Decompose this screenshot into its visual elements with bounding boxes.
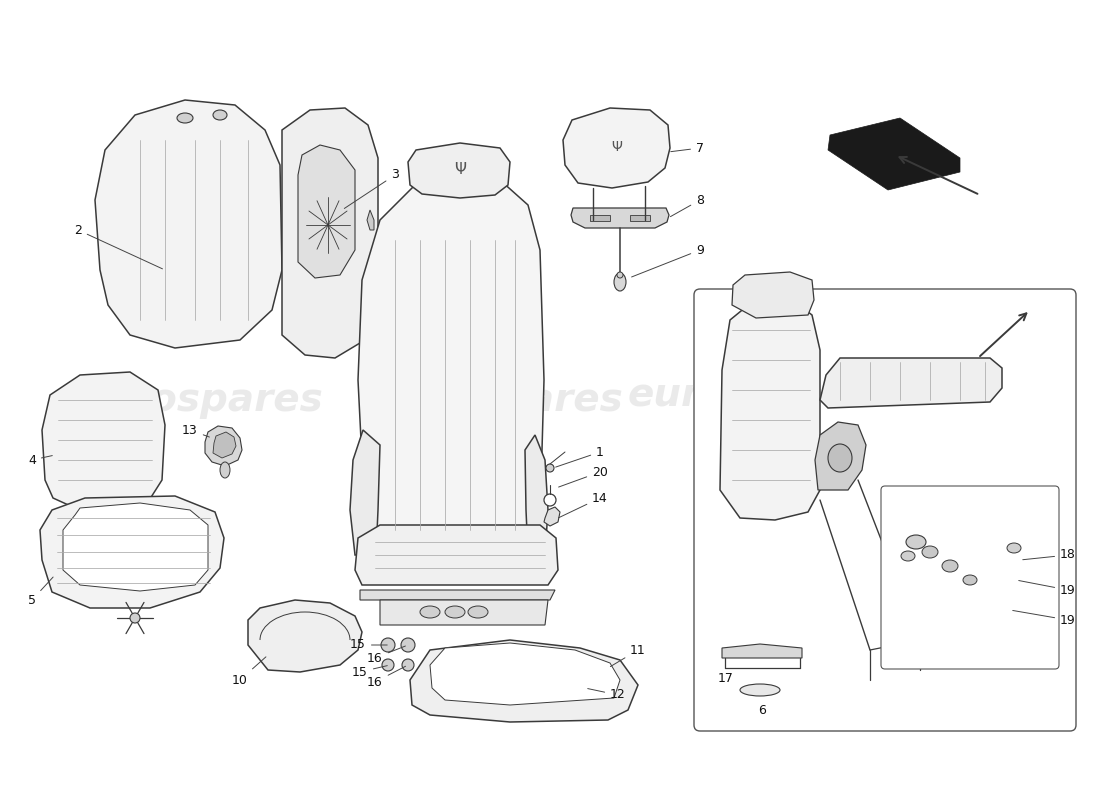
Ellipse shape bbox=[382, 659, 394, 671]
Ellipse shape bbox=[213, 110, 227, 120]
Polygon shape bbox=[358, 172, 544, 560]
Polygon shape bbox=[282, 108, 378, 358]
Polygon shape bbox=[430, 643, 620, 705]
Ellipse shape bbox=[420, 606, 440, 618]
Polygon shape bbox=[248, 600, 362, 672]
Polygon shape bbox=[350, 430, 380, 555]
Polygon shape bbox=[525, 435, 548, 555]
Polygon shape bbox=[298, 145, 355, 278]
Polygon shape bbox=[213, 432, 236, 458]
Polygon shape bbox=[355, 525, 558, 585]
Text: 16: 16 bbox=[367, 666, 406, 689]
Ellipse shape bbox=[546, 464, 554, 472]
Text: 13: 13 bbox=[183, 423, 209, 437]
Ellipse shape bbox=[901, 551, 915, 561]
Text: 15: 15 bbox=[350, 638, 387, 651]
Polygon shape bbox=[95, 100, 282, 348]
Ellipse shape bbox=[402, 638, 415, 652]
FancyBboxPatch shape bbox=[881, 486, 1059, 669]
Ellipse shape bbox=[942, 560, 958, 572]
Polygon shape bbox=[815, 422, 866, 490]
Text: 4: 4 bbox=[29, 454, 53, 466]
Text: eurospares: eurospares bbox=[77, 381, 323, 419]
Text: 7: 7 bbox=[671, 142, 704, 154]
Polygon shape bbox=[40, 496, 224, 608]
Text: 20: 20 bbox=[559, 466, 608, 487]
Polygon shape bbox=[563, 108, 670, 188]
Polygon shape bbox=[720, 298, 820, 520]
FancyBboxPatch shape bbox=[694, 289, 1076, 731]
Text: 19: 19 bbox=[1013, 610, 1076, 626]
Text: eurospares: eurospares bbox=[377, 381, 623, 419]
Ellipse shape bbox=[906, 535, 926, 549]
Text: 11: 11 bbox=[610, 643, 646, 666]
Polygon shape bbox=[205, 426, 242, 466]
Polygon shape bbox=[590, 215, 610, 221]
Text: 19: 19 bbox=[1019, 581, 1076, 597]
Text: 10: 10 bbox=[232, 657, 266, 686]
Text: 17: 17 bbox=[718, 671, 734, 685]
Polygon shape bbox=[367, 210, 374, 230]
Ellipse shape bbox=[177, 113, 192, 123]
Polygon shape bbox=[828, 118, 960, 190]
Text: 15: 15 bbox=[352, 666, 387, 678]
Polygon shape bbox=[63, 503, 208, 591]
Text: eurospares: eurospares bbox=[627, 376, 873, 414]
Polygon shape bbox=[42, 372, 165, 510]
Ellipse shape bbox=[402, 659, 414, 671]
Text: 16: 16 bbox=[367, 646, 406, 665]
Polygon shape bbox=[360, 590, 556, 600]
Ellipse shape bbox=[740, 684, 780, 696]
Text: 12: 12 bbox=[587, 689, 626, 702]
Text: 5: 5 bbox=[28, 577, 53, 606]
Ellipse shape bbox=[922, 546, 938, 558]
Text: 18: 18 bbox=[1023, 549, 1076, 562]
Ellipse shape bbox=[828, 444, 852, 472]
Polygon shape bbox=[571, 208, 669, 228]
Polygon shape bbox=[732, 272, 814, 318]
Ellipse shape bbox=[962, 575, 977, 585]
Text: 3: 3 bbox=[344, 169, 399, 209]
Text: 1: 1 bbox=[556, 446, 604, 467]
Text: Ψ: Ψ bbox=[454, 162, 466, 178]
Ellipse shape bbox=[617, 272, 623, 278]
Polygon shape bbox=[408, 143, 510, 198]
Text: 2: 2 bbox=[74, 223, 163, 269]
Polygon shape bbox=[379, 600, 548, 625]
Polygon shape bbox=[722, 644, 802, 658]
Ellipse shape bbox=[220, 462, 230, 478]
Text: 6: 6 bbox=[758, 703, 766, 717]
Ellipse shape bbox=[1006, 543, 1021, 553]
Polygon shape bbox=[820, 358, 1002, 408]
Ellipse shape bbox=[468, 606, 488, 618]
Ellipse shape bbox=[544, 494, 556, 506]
Ellipse shape bbox=[381, 638, 395, 652]
Ellipse shape bbox=[614, 273, 626, 291]
Text: 8: 8 bbox=[670, 194, 704, 217]
Polygon shape bbox=[544, 507, 560, 526]
Ellipse shape bbox=[446, 606, 465, 618]
Text: Ψ: Ψ bbox=[612, 140, 623, 154]
Text: 9: 9 bbox=[631, 243, 704, 277]
Text: 14: 14 bbox=[559, 491, 608, 518]
Ellipse shape bbox=[130, 613, 140, 623]
Polygon shape bbox=[630, 215, 650, 221]
Polygon shape bbox=[410, 640, 638, 722]
